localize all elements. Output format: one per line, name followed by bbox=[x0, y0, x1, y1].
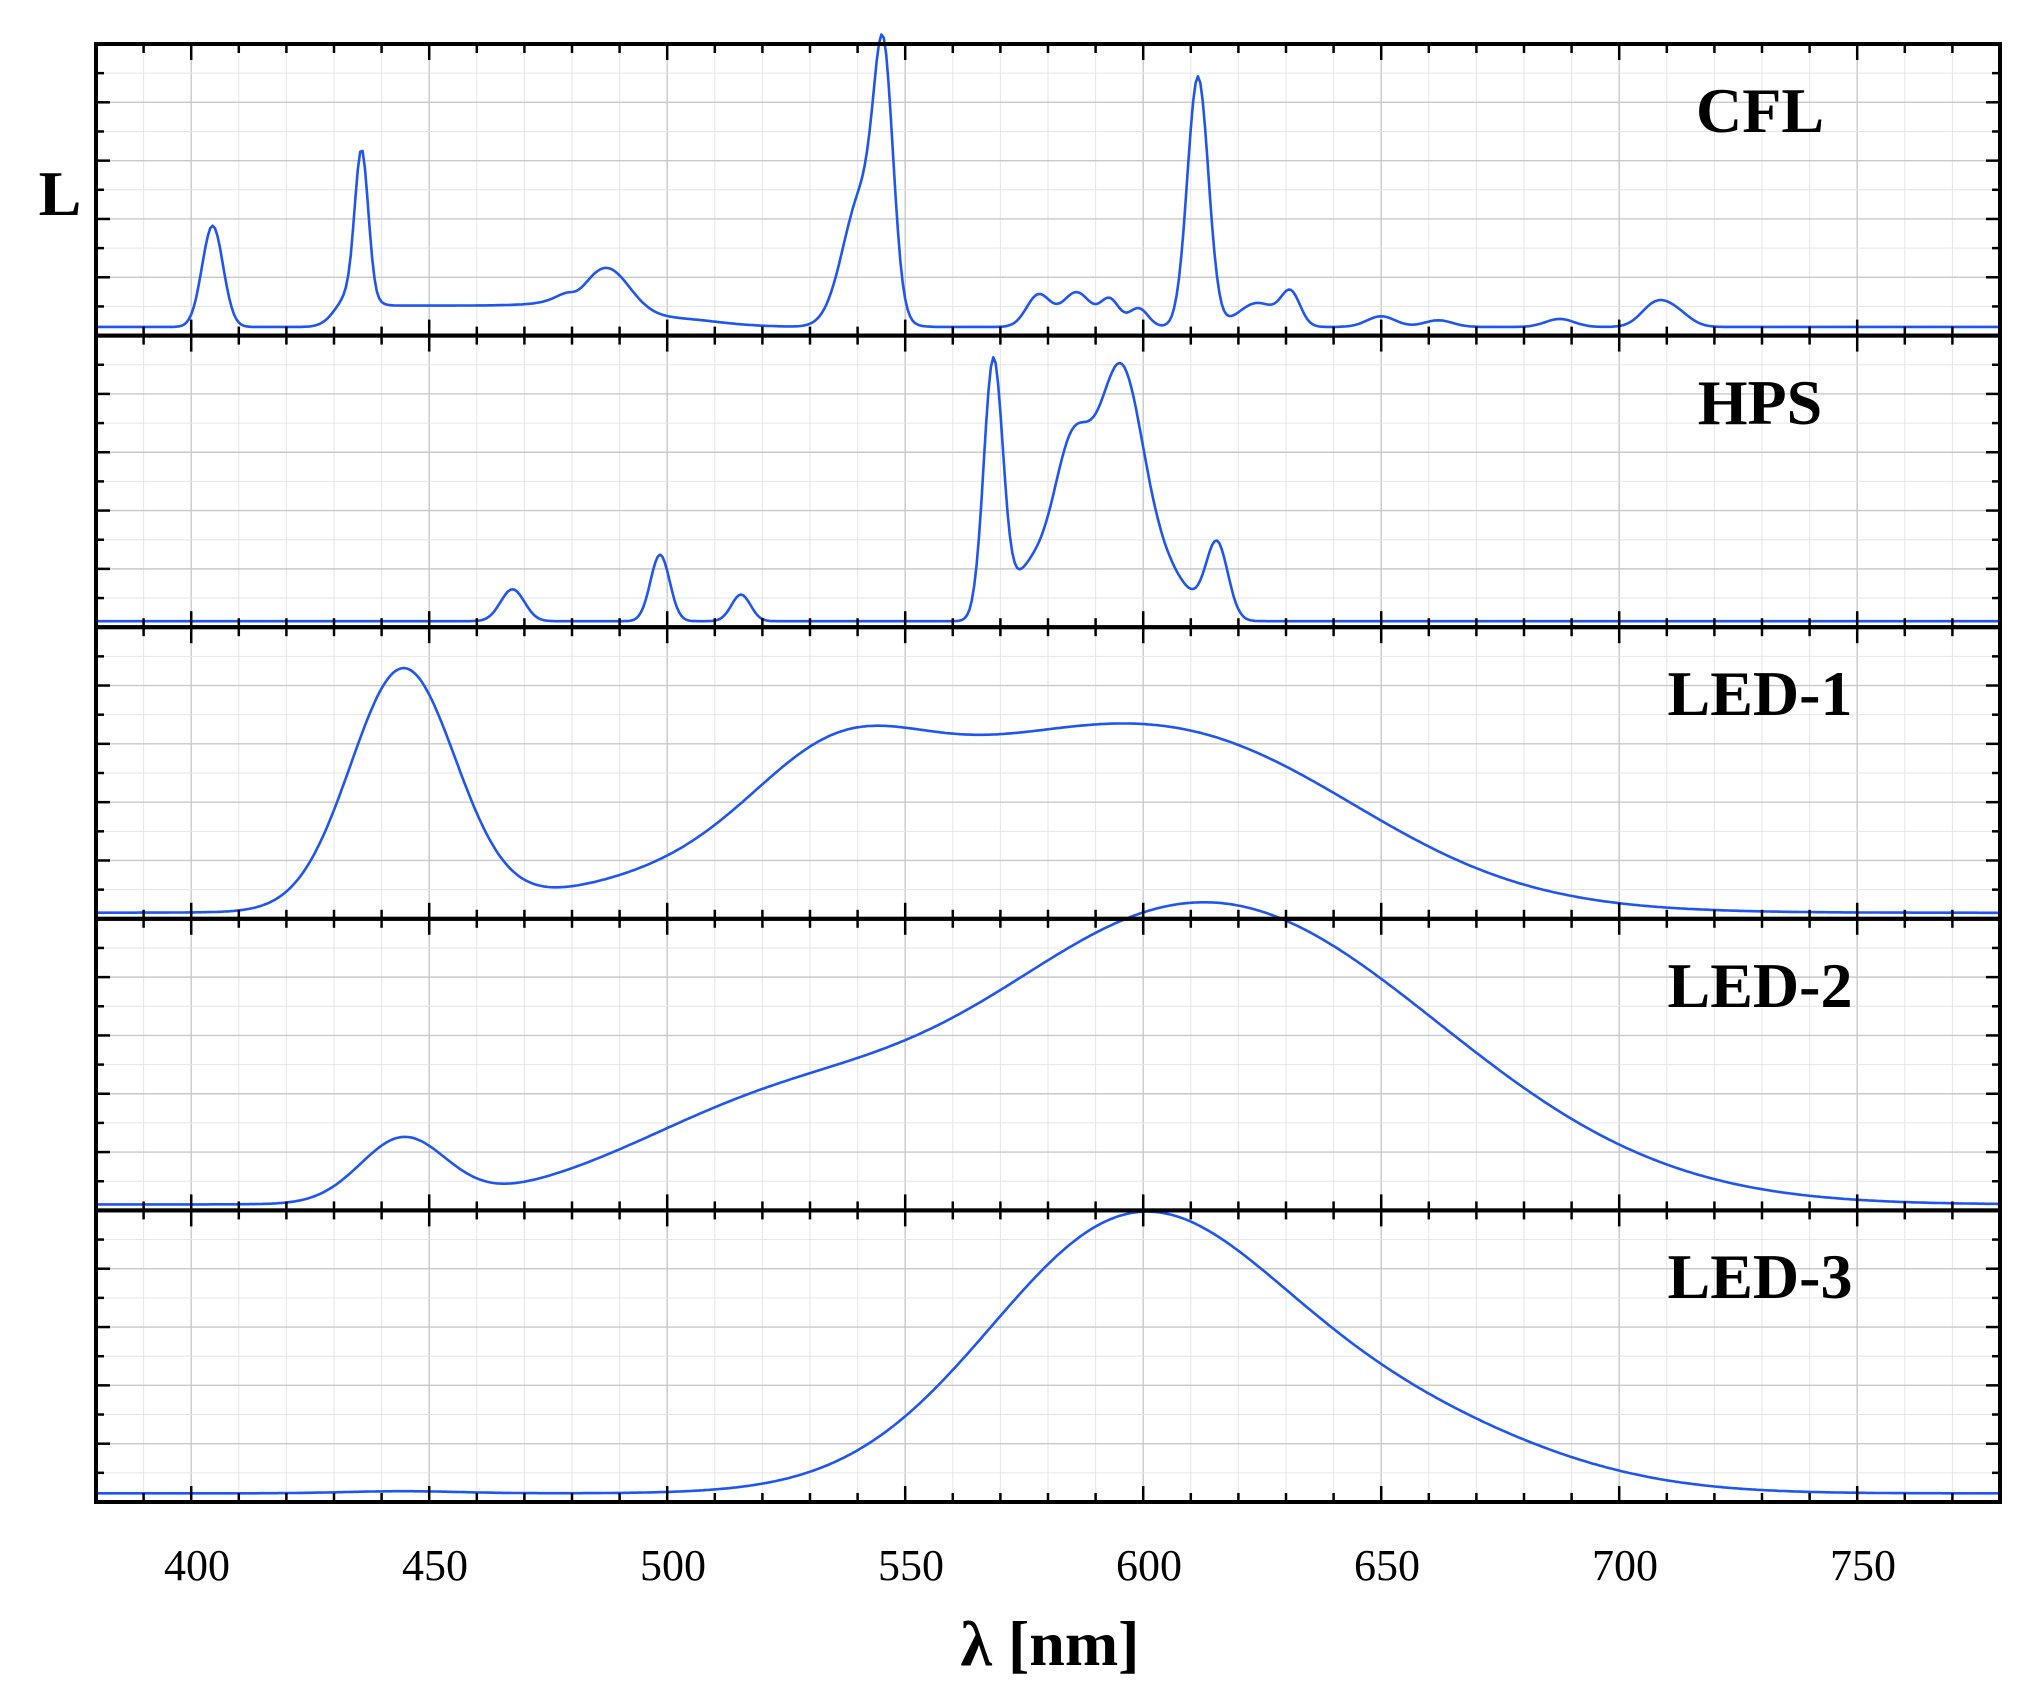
spectrum-curve-hps bbox=[96, 356, 2000, 623]
panel-label-led-1: LED-1 bbox=[1668, 658, 1853, 729]
frame-layer bbox=[94, 42, 2002, 1505]
x-tick-label-700: 700 bbox=[1592, 1541, 1658, 1590]
x-tick-label-400: 400 bbox=[164, 1541, 230, 1590]
grid-layer bbox=[96, 44, 2000, 1502]
x-axis-label: λ [nm] bbox=[961, 1608, 1140, 1679]
x-tick-label-750: 750 bbox=[1830, 1541, 1896, 1590]
x-tick-label-650: 650 bbox=[1354, 1541, 1420, 1590]
y-axis-label: L bbox=[39, 158, 82, 229]
panel-label-led-2: LED-2 bbox=[1668, 950, 1853, 1021]
panel-label-hps: HPS bbox=[1698, 367, 1822, 438]
spectrum-curve-led-3 bbox=[96, 1210, 2000, 1495]
panel-label-led-3: LED-3 bbox=[1668, 1241, 1853, 1312]
spectrum-curve-led-1 bbox=[96, 666, 2000, 915]
x-tick-label-550: 550 bbox=[878, 1541, 944, 1590]
x-tick-label-500: 500 bbox=[640, 1541, 706, 1590]
x-tick-label-450: 450 bbox=[402, 1541, 468, 1590]
panel-label-cfl: CFL bbox=[1696, 75, 1824, 146]
label-layer: CFL HPS LED-1 LED-2 LED-3 L λ [nm] 400 4… bbox=[39, 75, 1896, 1679]
spectrum-curve-led-2 bbox=[96, 901, 2000, 1206]
spectrum-curve-cfl bbox=[96, 33, 2000, 329]
x-tick-label-600: 600 bbox=[1116, 1541, 1182, 1590]
curve-layer bbox=[96, 33, 2000, 1495]
